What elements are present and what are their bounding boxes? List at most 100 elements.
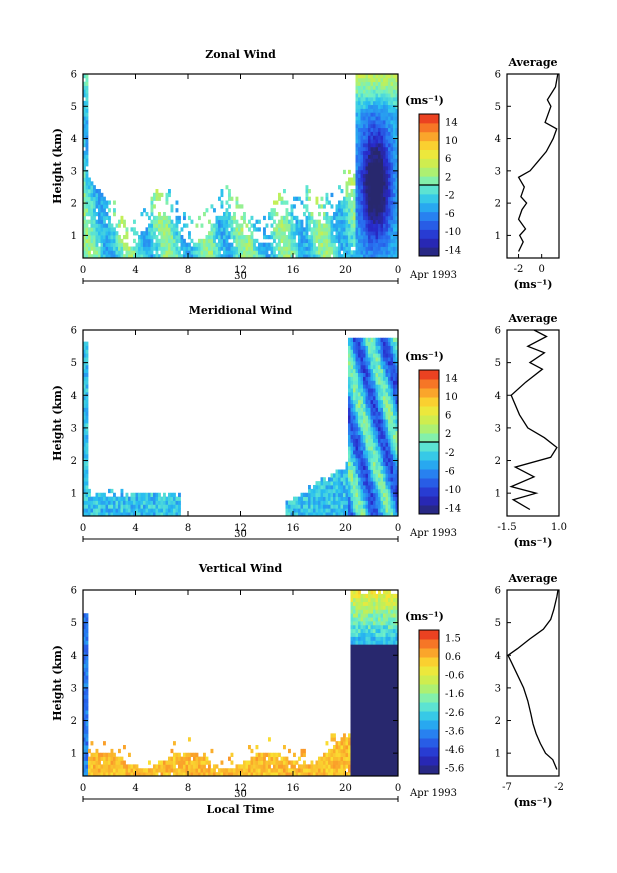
heatmap-cell xyxy=(345,508,349,513)
heatmap-cell xyxy=(350,349,354,354)
heatmap-cell xyxy=(343,492,346,498)
heatmap-cell xyxy=(168,215,171,221)
heatmap-cell xyxy=(85,399,89,405)
heatmap-cell xyxy=(163,772,166,777)
heatmap-cell xyxy=(360,127,364,132)
heatmap-cell xyxy=(393,200,396,205)
heatmap-cell xyxy=(365,166,369,171)
heatmap-cell xyxy=(335,748,339,754)
heatmap-cell xyxy=(160,231,164,236)
heatmap-cell xyxy=(358,454,361,459)
heatmap-cell xyxy=(180,242,184,247)
heatmap-cell xyxy=(363,636,366,641)
heatmap-cell xyxy=(358,648,361,653)
heatmap-cell xyxy=(160,223,164,228)
heatmap-cell xyxy=(368,364,371,370)
heatmap-cell xyxy=(340,488,344,494)
heatmap-cell xyxy=(383,143,386,148)
heatmap-cell xyxy=(168,492,171,498)
heatmap-cell xyxy=(325,488,329,494)
heatmap-cell xyxy=(365,593,369,599)
heatmap-cell xyxy=(120,756,124,761)
heatmap-cell xyxy=(370,227,374,232)
heatmap-cell xyxy=(393,364,396,370)
heatmap-cell xyxy=(298,246,301,251)
heatmap-cell xyxy=(220,246,224,251)
y-tick-label: 6 xyxy=(71,70,77,81)
heatmap-cell xyxy=(115,246,119,251)
heatmap-cell xyxy=(368,492,371,498)
heatmap-cell xyxy=(315,200,319,205)
heatmap-cell xyxy=(333,737,336,742)
heatmap-cell xyxy=(305,196,309,201)
heatmap-cell xyxy=(383,85,386,90)
heatmap-cell xyxy=(310,500,314,505)
heatmap-cell xyxy=(283,760,286,765)
heatmap-cell xyxy=(373,702,376,707)
heatmap-cell xyxy=(335,768,339,773)
heatmap-cell xyxy=(320,496,324,501)
heatmap-cell xyxy=(180,254,184,259)
heatmap-cell xyxy=(103,764,106,769)
heatmap-cell xyxy=(285,223,289,228)
heatmap-cell xyxy=(365,415,369,420)
heatmap-cell xyxy=(100,764,104,769)
heatmap-cell xyxy=(228,196,231,201)
heatmap-cell xyxy=(385,231,389,236)
heatmap-cell xyxy=(393,481,396,486)
heatmap-cell xyxy=(333,235,336,240)
heatmap-cell xyxy=(368,621,371,626)
heatmap-cell xyxy=(385,407,389,412)
heatmap-cell xyxy=(85,93,89,98)
heatmap-cell xyxy=(103,238,106,244)
heatmap-cell xyxy=(353,473,356,478)
heatmap-cell xyxy=(240,768,244,773)
heatmap-cell xyxy=(378,714,381,719)
heatmap-cell xyxy=(185,250,189,255)
heatmap-cell xyxy=(253,238,256,244)
heatmap-cell xyxy=(83,81,86,86)
heatmap-cell xyxy=(193,764,196,769)
heatmap-cell xyxy=(375,372,379,377)
heatmap-cell xyxy=(388,196,391,201)
heatmap-cell xyxy=(390,357,394,362)
heatmap-cell xyxy=(100,212,104,217)
heatmap-cell xyxy=(118,500,121,505)
heatmap-cell xyxy=(360,644,364,649)
heatmap-cell xyxy=(350,384,354,389)
heatmap-cell xyxy=(390,185,394,190)
heatmap-cell xyxy=(368,423,371,428)
colorbar-tick-label: -14 xyxy=(445,246,461,257)
heatmap-cell xyxy=(215,227,219,232)
heatmap-cell xyxy=(363,446,366,451)
heatmap-cell xyxy=(378,702,381,707)
heatmap-cell xyxy=(93,250,96,255)
heatmap-cell xyxy=(223,227,226,232)
heatmap-cell xyxy=(393,469,396,474)
heatmap-cell xyxy=(370,204,374,209)
heatmap-cell xyxy=(368,104,371,109)
heatmap-cell xyxy=(353,752,356,758)
heatmap-cell xyxy=(340,512,344,517)
heatmap-cell xyxy=(388,177,391,182)
average-title: Average xyxy=(507,312,557,325)
heatmap-cell xyxy=(125,246,129,251)
heatmap-cell xyxy=(358,135,361,140)
heatmap-cell xyxy=(368,605,371,610)
heatmap-cell xyxy=(355,93,359,98)
heatmap-cell xyxy=(135,496,139,501)
heatmap-cell xyxy=(385,208,389,213)
heatmap-cell xyxy=(383,120,386,125)
heatmap-cell xyxy=(373,419,376,424)
heatmap-cell xyxy=(205,756,209,761)
heatmap-cell xyxy=(115,242,119,247)
heatmap-cell xyxy=(368,392,371,397)
heatmap-cell xyxy=(335,227,339,232)
heatmap-cell xyxy=(390,492,394,498)
heatmap-cell xyxy=(103,196,106,201)
heatmap-cell xyxy=(373,392,376,397)
heatmap-cell xyxy=(163,231,166,236)
heatmap-cell xyxy=(373,150,376,155)
heatmap-cell xyxy=(380,725,384,730)
heatmap-cell xyxy=(395,357,399,362)
